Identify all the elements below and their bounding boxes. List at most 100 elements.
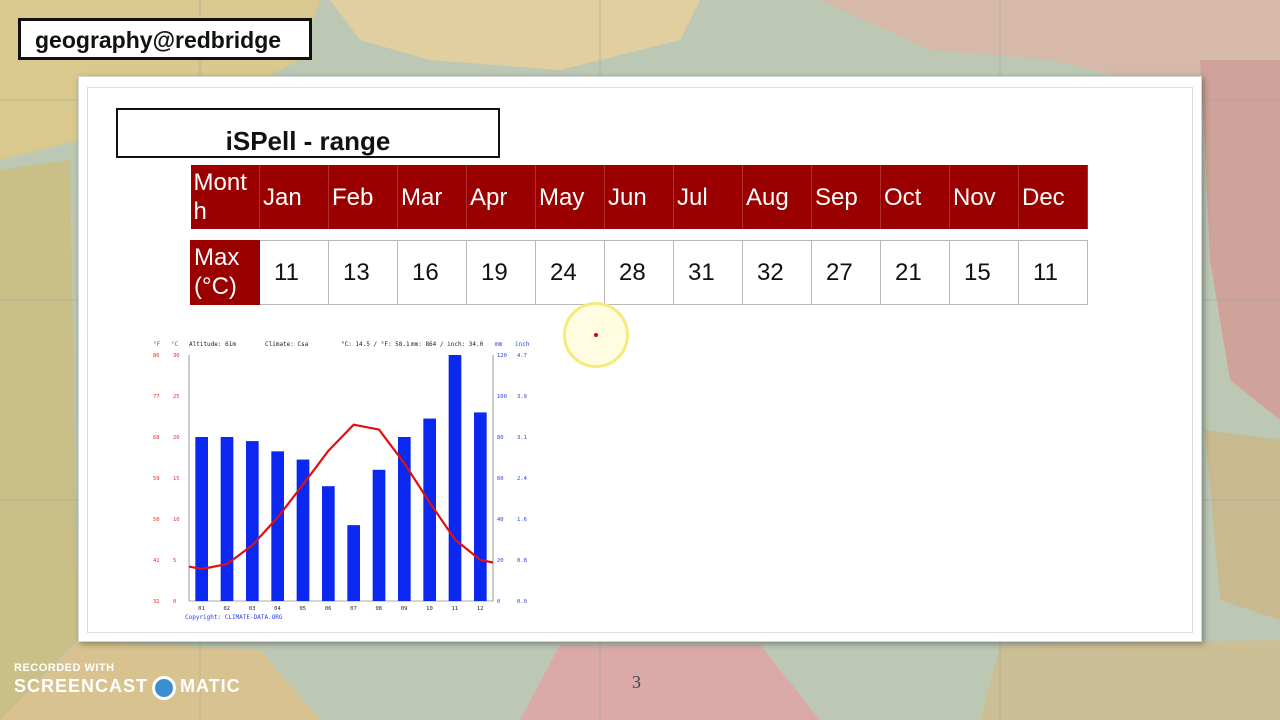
right-mm-tick-label: 80 — [497, 435, 504, 441]
month-tick-label: 06 — [325, 606, 332, 612]
month-tick-label: 05 — [300, 606, 307, 612]
slide: iSPell - range Mont h Jan Feb Mar Apr Ma… — [78, 76, 1202, 642]
temperature-point — [428, 501, 431, 504]
temperature-line — [188, 423, 494, 571]
cursor-highlight — [563, 302, 629, 368]
month-tick-label: 10 — [426, 606, 433, 612]
right-mm-tick-label: 40 — [497, 517, 504, 523]
month-header-row: Mont h Jan Feb Mar Apr May Jun Jul Aug S… — [190, 165, 1088, 229]
precipitation-bar — [271, 451, 284, 601]
screencast-logo-icon — [152, 675, 177, 700]
precipitation-bar — [220, 437, 234, 601]
right-inch-tick-label: 0.8 — [517, 558, 527, 564]
month-cell: Sep — [811, 165, 881, 229]
screencast-watermark: RECORDED WITH SCREENCAST MATIC — [14, 662, 241, 700]
temperature-point — [479, 559, 482, 561]
month-cell: Dec — [1018, 165, 1088, 229]
precipitation-bar — [474, 412, 487, 601]
month-cell: Aug — [742, 165, 812, 229]
max-temp-label: Max (°C) — [190, 239, 260, 305]
left-f-tick-label: 50 — [153, 517, 160, 523]
precipitation-bar — [322, 486, 335, 601]
precip-label: mm: 864 / inch: 34.0 — [411, 341, 484, 348]
max-temp-cell: 28 — [604, 239, 674, 305]
brand-label: geography@redbridge — [18, 18, 312, 60]
temperature-point — [276, 516, 279, 519]
climate-table: Mont h Jan Feb Mar Apr May Jun Jul Aug S… — [190, 165, 1088, 305]
left-c-tick-label: 15 — [173, 476, 180, 482]
unit-mm-label: mm — [495, 341, 503, 348]
month-cell: Nov — [949, 165, 1019, 229]
max-temp-cell: 24 — [535, 239, 605, 305]
max-temp-cell: 15 — [949, 239, 1019, 305]
left-f-tick-label: 41 — [153, 558, 160, 564]
slide-title: iSPell - range — [116, 108, 500, 158]
month-tick-label: 12 — [477, 606, 484, 612]
month-tick-label: 03 — [249, 606, 256, 612]
month-tick-label: 07 — [350, 606, 357, 612]
precipitation-bar — [423, 418, 436, 601]
left-c-tick-label: 0 — [173, 599, 176, 605]
precipitation-bar — [448, 355, 462, 601]
max-temp-cell: 21 — [880, 239, 950, 305]
unit-f-label: °F — [153, 341, 161, 348]
max-temp-cell: 27 — [811, 239, 881, 305]
left-f-tick-label: 59 — [153, 476, 160, 482]
altitude-label: Altitude: 61m — [189, 341, 236, 348]
left-c-tick-label: 30 — [173, 353, 180, 359]
precipitation-bar — [296, 459, 310, 601]
temperature-point — [302, 483, 304, 486]
month-tick-label: 11 — [452, 606, 459, 612]
month-cell: Apr — [466, 165, 536, 229]
month-tick-label: 01 — [198, 606, 205, 612]
watermark-brand-left: SCREENCAST — [14, 676, 149, 696]
right-inch-tick-label: 0.0 — [517, 599, 527, 605]
right-inch-tick-label: 1.6 — [517, 517, 527, 523]
month-cell: Jan — [259, 165, 329, 229]
watermark-brand-right: MATIC — [180, 676, 241, 696]
temperature-point — [403, 462, 406, 465]
right-mm-tick-label: 20 — [497, 558, 504, 564]
right-inch-tick-label: 4.7 — [517, 353, 527, 359]
climate-label: Climate: Csa — [265, 341, 309, 348]
max-temp-cell: 11 — [259, 239, 329, 305]
temperature-point — [454, 538, 456, 541]
temperature-point — [352, 423, 355, 426]
temperature-point — [251, 544, 254, 547]
temperature-point — [327, 450, 330, 452]
month-cell: Jul — [673, 165, 743, 229]
temperature-point — [200, 568, 203, 570]
month-cell: May — [535, 165, 605, 229]
precipitation-bar — [398, 437, 411, 601]
temperature-point — [226, 563, 228, 565]
left-c-tick-label: 5 — [173, 558, 176, 564]
left-c-tick-label: 20 — [173, 435, 180, 441]
temp-avg-label: °C: 14.5 / °F: 58.1 — [341, 341, 410, 348]
month-cell: Jun — [604, 165, 674, 229]
page-number: 3 — [632, 672, 641, 692]
month-cell: Oct — [880, 165, 950, 229]
month-header-label: Mont h — [190, 165, 260, 229]
month-tick-label: 04 — [274, 606, 281, 612]
max-temp-cell: 16 — [397, 239, 467, 305]
left-f-tick-label: 68 — [153, 435, 160, 441]
month-tick-label: 08 — [376, 606, 383, 612]
max-temp-cell: 11 — [1018, 239, 1088, 305]
copyright-label: Copyright: CLIMATE-DATA.ORG — [185, 614, 283, 621]
precipitation-bar — [372, 469, 386, 601]
right-inch-tick-label: 3.9 — [517, 394, 527, 400]
left-f-tick-label: 77 — [153, 394, 160, 400]
month-cell: Feb — [328, 165, 398, 229]
unit-inch-label: inch — [515, 341, 530, 348]
max-temp-row: Max (°C) 11 13 16 19 24 28 31 32 27 21 1… — [190, 239, 1088, 305]
max-temp-cell: 19 — [466, 239, 536, 305]
watermark-recorded-label: RECORDED WITH — [14, 662, 115, 674]
max-temp-cell: 13 — [328, 239, 398, 305]
right-mm-tick-label: 100 — [497, 394, 507, 400]
precipitation-bar — [347, 525, 360, 601]
cursor-pointer — [594, 333, 598, 337]
month-tick-label: 09 — [401, 606, 408, 612]
right-mm-tick-label: 60 — [497, 476, 504, 482]
left-f-tick-label: 32 — [153, 599, 160, 605]
max-temp-cell: 31 — [673, 239, 743, 305]
